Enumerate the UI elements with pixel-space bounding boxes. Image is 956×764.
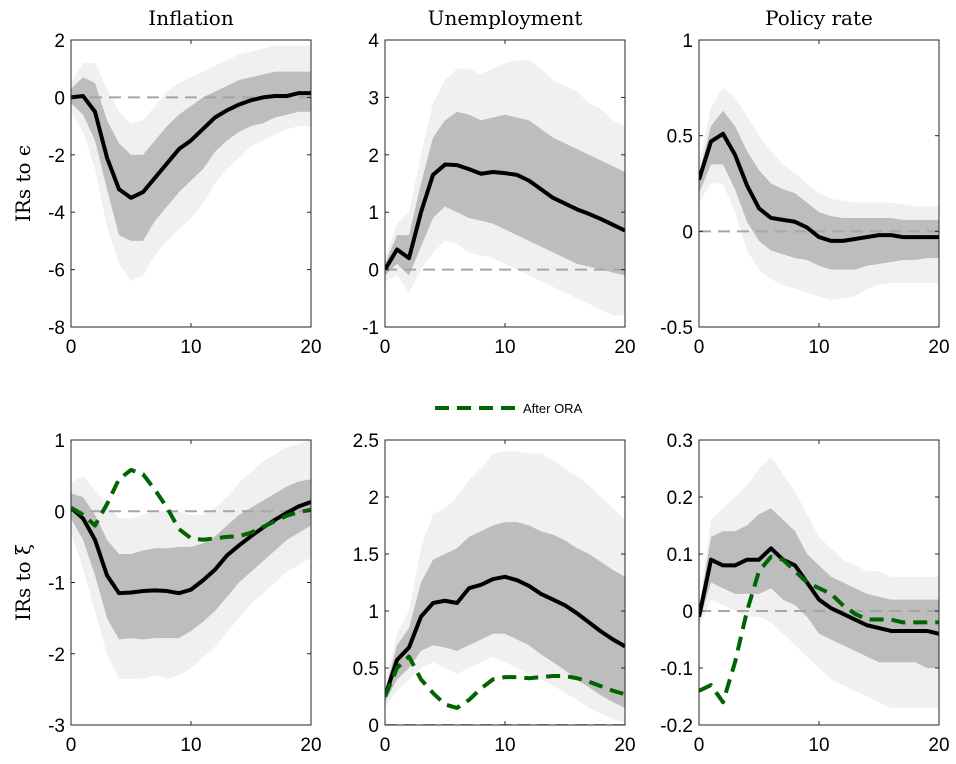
x-tick-label: 20 bbox=[300, 337, 321, 358]
x-tick-label: 20 bbox=[614, 337, 635, 358]
x-tick-label: 0 bbox=[380, 735, 391, 756]
y-tick-label: 0.2 bbox=[667, 488, 693, 509]
x-tick-label: 10 bbox=[808, 337, 829, 358]
y-tick-label: 4 bbox=[368, 31, 379, 52]
y-tick-label: 2 bbox=[368, 146, 379, 167]
x-tick-label: 10 bbox=[494, 735, 515, 756]
y-tick-label: 0.5 bbox=[667, 127, 693, 148]
series-line bbox=[385, 162, 625, 271]
x-tick-label: 10 bbox=[494, 337, 515, 358]
y-tick-label: -6 bbox=[48, 261, 65, 282]
x-tick-label: 20 bbox=[300, 735, 321, 756]
series-line bbox=[385, 574, 625, 698]
y-tick-label: -1 bbox=[362, 318, 379, 339]
plot-area bbox=[699, 87, 939, 301]
confidence-band bbox=[385, 522, 625, 708]
y-tick-label: -4 bbox=[48, 203, 65, 224]
y-tick-label: -0.2 bbox=[660, 716, 693, 737]
legend-label: After ORA bbox=[523, 401, 583, 416]
x-tick-label: 20 bbox=[928, 337, 949, 358]
y-axis-label: IRs to ϵ bbox=[11, 145, 35, 222]
series-line bbox=[385, 654, 625, 710]
confidence-band bbox=[699, 110, 939, 270]
y-tick-label: 3 bbox=[368, 88, 379, 109]
x-tick-label: 0 bbox=[694, 735, 705, 756]
y-tick-label: 2 bbox=[368, 488, 379, 509]
x-tick-label: 10 bbox=[808, 735, 829, 756]
x-tick-label: 0 bbox=[694, 337, 705, 358]
y-tick-label: 0 bbox=[682, 222, 693, 243]
plot-area bbox=[385, 60, 625, 316]
series-line bbox=[699, 131, 939, 243]
x-tick-label: 10 bbox=[180, 337, 201, 358]
y-tick-label: 0.5 bbox=[353, 659, 379, 680]
y-tick-label: 0.1 bbox=[667, 545, 693, 566]
x-tick-label: 0 bbox=[66, 337, 77, 358]
panel-title: Inflation bbox=[148, 6, 234, 30]
y-tick-label: -2 bbox=[48, 146, 65, 167]
y-axis-label: IRs to ξ bbox=[11, 544, 35, 621]
x-tick-label: 20 bbox=[928, 735, 949, 756]
confidence-band bbox=[71, 479, 311, 640]
plot-area bbox=[385, 451, 625, 725]
series-line bbox=[699, 546, 939, 636]
x-tick-label: 10 bbox=[180, 735, 201, 756]
x-tick-label: 20 bbox=[614, 735, 635, 756]
confidence-band bbox=[385, 111, 625, 276]
y-tick-label: 1 bbox=[368, 602, 379, 623]
y-tick-label: 0 bbox=[368, 716, 379, 737]
confidence-band bbox=[699, 87, 939, 301]
y-tick-label: 2.5 bbox=[353, 431, 379, 452]
y-tick-label: 0 bbox=[54, 502, 65, 523]
y-tick-label: -3 bbox=[48, 716, 65, 737]
y-tick-label: 0 bbox=[54, 88, 65, 109]
y-tick-label: 1 bbox=[368, 203, 379, 224]
y-tick-label: 2 bbox=[54, 31, 65, 52]
y-tick-label: -2 bbox=[48, 645, 65, 666]
plot-area bbox=[699, 457, 939, 708]
y-tick-label: -1 bbox=[48, 574, 65, 595]
y-tick-label: -8 bbox=[48, 318, 65, 339]
y-tick-label: -0.1 bbox=[660, 659, 693, 680]
panel-title: Unemployment bbox=[428, 6, 583, 30]
plot-area bbox=[71, 440, 311, 679]
y-tick-label: -0.5 bbox=[660, 318, 693, 339]
series-line bbox=[699, 554, 939, 705]
series-line bbox=[71, 91, 311, 200]
y-tick-label: 1 bbox=[682, 31, 693, 52]
y-tick-label: 0.3 bbox=[667, 431, 693, 452]
panel-title: Policy rate bbox=[765, 6, 873, 30]
y-tick-label: 1 bbox=[54, 431, 65, 452]
y-tick-label: 1.5 bbox=[353, 545, 379, 566]
y-tick-label: 0 bbox=[682, 602, 693, 623]
x-tick-label: 0 bbox=[66, 735, 77, 756]
series-line bbox=[71, 467, 311, 542]
y-tick-label: 0 bbox=[368, 261, 379, 282]
plot-area bbox=[71, 45, 311, 282]
x-tick-label: 0 bbox=[380, 337, 391, 358]
